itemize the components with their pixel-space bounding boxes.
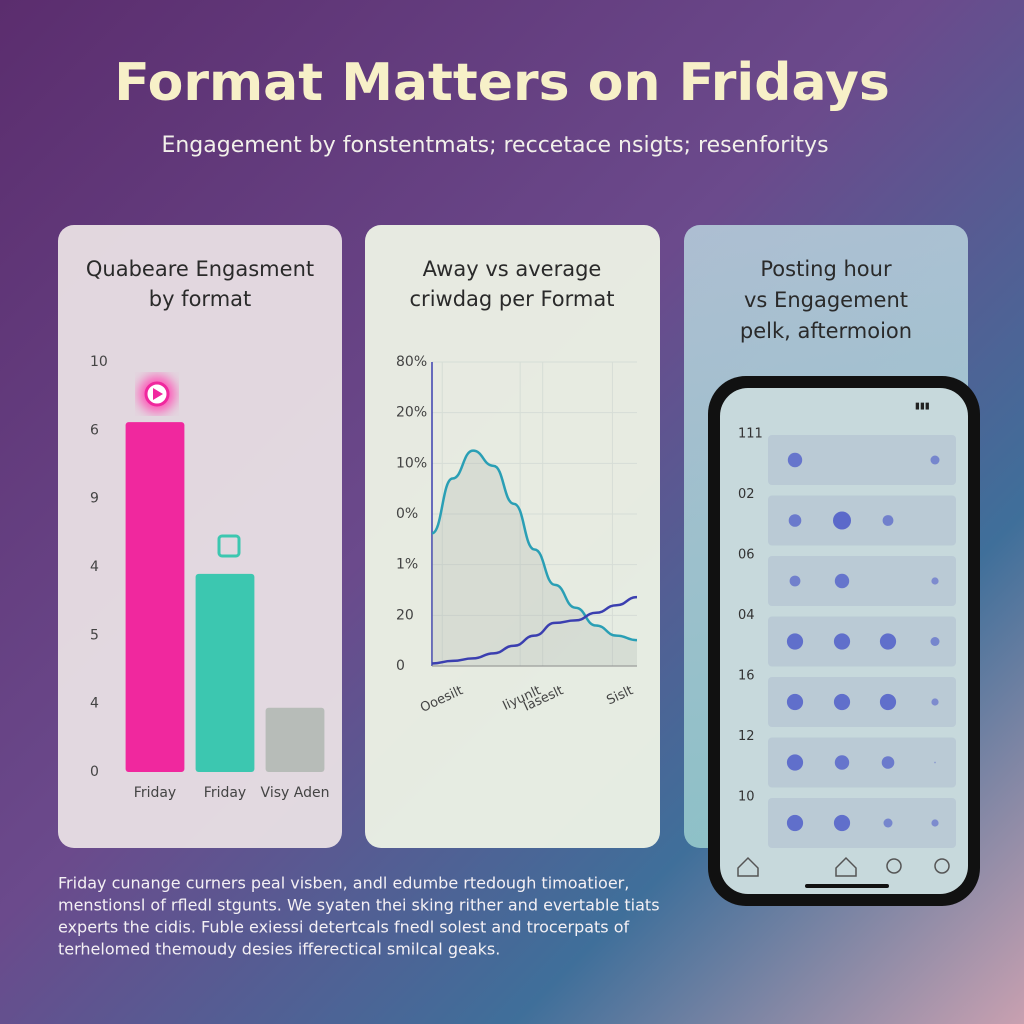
area <box>432 450 637 666</box>
y-tick-label: 20 <box>396 607 414 623</box>
y-tick-label: 20% <box>396 405 427 421</box>
chart-title: Away vs average <box>423 257 602 281</box>
x-tick-label: Visy Aden <box>261 785 330 801</box>
nav-icon <box>737 856 759 877</box>
y-tick-label: 80% <box>396 354 427 370</box>
bar <box>195 573 255 772</box>
x-tick-label: Friday <box>204 785 246 801</box>
y-tick-label: 10 <box>90 354 108 370</box>
cell-dot <box>786 754 804 771</box>
nav-icon <box>886 858 902 874</box>
y-tick-label: 9 <box>90 491 99 507</box>
nav-icon <box>934 858 950 874</box>
y-tick-label: 4 <box>90 696 99 712</box>
cell-dot <box>934 761 936 764</box>
home-bar <box>805 884 889 888</box>
cell-dot <box>787 452 803 468</box>
cell-dot <box>930 455 940 465</box>
footer-text: experts the cidis. Fuble exiessi detertc… <box>58 918 630 937</box>
cell-dot <box>834 755 850 770</box>
cell-dot <box>786 814 804 832</box>
y-tick-label: 10% <box>396 455 427 471</box>
cell-dot <box>786 693 804 711</box>
y-tick-label: 6 <box>90 422 99 438</box>
row-band <box>768 798 956 848</box>
cell-dot <box>834 573 850 589</box>
cell-dot <box>789 575 801 587</box>
footer-text: terhelomed themoudy desies ifferectical … <box>58 940 500 959</box>
cell-dot <box>833 633 851 650</box>
cell-dot <box>883 818 893 828</box>
cell-dot <box>786 633 804 650</box>
line <box>431 449 638 642</box>
cell-dot <box>881 756 895 769</box>
chart-title: criwdag per Format <box>410 287 615 311</box>
y-tick-label: 4 <box>90 559 99 575</box>
cell-dot <box>879 693 897 711</box>
cell-dot <box>833 693 851 711</box>
footer-text: menstionsl of rfledl stgunts. We syaten … <box>58 896 660 915</box>
y-tick-label: 0 <box>396 658 405 674</box>
row-label: 04 <box>738 608 755 623</box>
bar <box>125 422 185 772</box>
nav-icon <box>835 856 857 877</box>
y-tick-label: 0 <box>90 764 99 780</box>
bar <box>265 707 325 772</box>
row-band <box>768 495 956 546</box>
panel <box>365 225 660 848</box>
chart-title: Quabeare Engasment <box>86 257 314 281</box>
cell-dot <box>788 514 802 527</box>
y-tick-label: 0% <box>396 506 418 522</box>
play-icon <box>153 388 163 400</box>
row-label: 02 <box>738 487 755 502</box>
chart-title: Posting hour <box>760 257 892 281</box>
y-tick-label: 1% <box>396 557 418 573</box>
row-label: 10 <box>738 790 755 805</box>
row-label: 12 <box>738 729 755 744</box>
footer-text: Friday cunange curners peal visben, andl… <box>58 874 629 893</box>
chart-title: pelk, aftermoion <box>740 319 912 343</box>
cell-dot <box>833 511 851 530</box>
chart-title: by format <box>149 287 252 311</box>
subtitle: Engagement by fonstentmats; reccetace ns… <box>161 133 828 158</box>
y-tick-label: 5 <box>90 627 99 643</box>
title: Format Matters on Fridays <box>114 53 890 113</box>
cell-dot <box>931 577 939 585</box>
cell-dot <box>931 698 939 706</box>
row-label: 111 <box>738 427 763 442</box>
row-label: 16 <box>738 669 755 684</box>
x-tick-label: Friday <box>134 785 176 801</box>
chart-title: vs Engagement <box>744 288 908 312</box>
row-band <box>768 556 956 606</box>
icon <box>217 534 241 558</box>
cell-dot <box>931 819 939 827</box>
cell-dot <box>882 515 894 526</box>
cell-dot <box>833 814 851 832</box>
cell-dot <box>930 637 940 646</box>
status-icons: ▮▮▮ <box>915 402 930 412</box>
row-band <box>768 435 956 485</box>
row-band <box>768 616 956 667</box>
cell-dot <box>879 633 897 650</box>
row-label: 06 <box>738 548 755 563</box>
row-band <box>768 677 956 727</box>
row-band <box>768 737 956 788</box>
line <box>431 595 638 665</box>
